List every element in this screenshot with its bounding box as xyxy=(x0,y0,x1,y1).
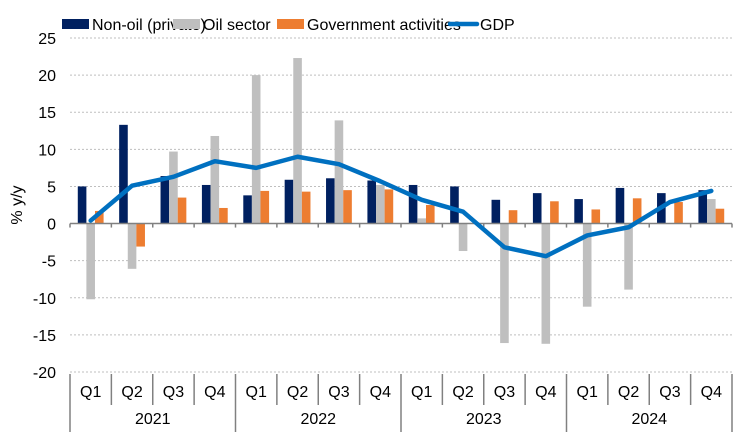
x-tick-label: Q4 xyxy=(204,384,225,401)
bar-oil-sector xyxy=(541,223,551,344)
bar-non-oil-private xyxy=(77,186,87,224)
x-axis xyxy=(69,222,733,228)
x-group-label: 2021 xyxy=(135,411,171,428)
bar-oil-sector xyxy=(500,223,509,344)
bar-non-oil-private xyxy=(326,178,335,224)
legend-label: Government activities xyxy=(307,17,461,34)
legend-swatch xyxy=(173,19,200,29)
x-tick-label: Q1 xyxy=(80,384,101,401)
y-tick-label: 10 xyxy=(38,142,56,159)
bar-government-activities xyxy=(343,190,352,224)
bar-oil-sector xyxy=(376,184,385,224)
bar-non-oil-private xyxy=(698,190,708,224)
bar-government-activities xyxy=(301,191,311,224)
bar-non-oil-private xyxy=(574,199,583,224)
bar-oil-sector xyxy=(127,223,137,269)
gdp-line xyxy=(88,154,714,259)
bar-government-activities xyxy=(508,210,518,224)
bar-oil-sector xyxy=(624,223,633,290)
bar-government-activities xyxy=(177,197,187,224)
y-tick-label: 5 xyxy=(47,179,56,196)
bar-non-oil-private xyxy=(615,187,625,224)
x-tick-label: Q3 xyxy=(494,384,515,401)
bar-government-activities xyxy=(550,201,559,224)
x-tick-label: Q1 xyxy=(246,384,267,401)
y-tick-label: -5 xyxy=(42,254,56,271)
x-tick-label: Q2 xyxy=(287,384,308,401)
x-tick-label: Q3 xyxy=(328,384,349,401)
bar-non-oil-private xyxy=(119,124,128,224)
x-group-label: 2023 xyxy=(466,411,502,428)
x-group-label: 2024 xyxy=(631,411,667,428)
bar-non-oil-private xyxy=(532,193,542,224)
y-tick-label: 15 xyxy=(38,105,56,122)
bar-government-activities xyxy=(260,190,270,224)
bar-oil-sector xyxy=(334,120,344,224)
x-tick-label: Q2 xyxy=(452,384,473,401)
y-tick-label: 20 xyxy=(38,68,56,85)
bar-oil-sector xyxy=(251,75,261,224)
bar-government-activities xyxy=(384,189,394,224)
bar-oil-sector xyxy=(582,223,592,307)
x-tick-label: Q1 xyxy=(411,384,432,401)
bar-oil-sector xyxy=(293,58,302,224)
x-tick-label: Q2 xyxy=(121,384,142,401)
bar-non-oil-private xyxy=(243,195,252,224)
y-tick-label: -10 xyxy=(33,291,56,308)
bar-non-oil-private xyxy=(408,184,418,224)
legend-label: Oil sector xyxy=(203,17,271,34)
bars xyxy=(77,58,725,344)
bar-government-activities xyxy=(219,207,228,224)
gdp-line-series xyxy=(88,154,714,259)
x-group-label: 2022 xyxy=(300,411,336,428)
x-axis-labels: Q1 Q2 Q3 Q4 Q1 Q2 Q3 Q4 Q1 Q2 Q3 Q4 Q1 Q2 Q3 Q4 2021 2022… xyxy=(69,374,733,432)
x-tick-label: Q4 xyxy=(370,384,391,401)
bar-oil-sector xyxy=(458,223,468,252)
legend-item: GDP xyxy=(447,17,515,34)
bar-non-oil-private xyxy=(450,186,459,224)
legend-item: Government activities xyxy=(277,17,461,34)
bar-government-activities xyxy=(425,205,435,224)
x-tick-label: Q3 xyxy=(163,384,184,401)
x-tick-label: Q4 xyxy=(535,384,556,401)
bar-non-oil-private xyxy=(201,184,211,224)
bar-non-oil-private xyxy=(160,176,170,224)
y-tick-label: -20 xyxy=(33,365,56,382)
legend: Non-oil (private)Oil sector Government ac… xyxy=(62,17,515,34)
bar-government-activities xyxy=(136,223,145,247)
x-tick-label: Q4 xyxy=(701,384,722,401)
bar-government-activities xyxy=(632,198,642,224)
bar-government-activities xyxy=(94,210,104,224)
x-tick-label: Q1 xyxy=(577,384,598,401)
y-tick-label: 25 xyxy=(38,31,56,48)
bar-oil-sector xyxy=(417,218,426,224)
x-tick-label: Q3 xyxy=(659,384,680,401)
legend-item: Oil sector xyxy=(173,17,271,34)
bar-government-activities xyxy=(591,209,601,224)
x-tick-label: Q2 xyxy=(618,384,639,401)
y-axis-label: % y/y xyxy=(9,185,26,224)
bar-non-oil-private xyxy=(367,180,377,224)
legend-label: GDP xyxy=(480,17,515,34)
y-tick-label: -15 xyxy=(33,328,56,345)
bar-oil-sector xyxy=(86,223,95,300)
y-tick-label: 0 xyxy=(47,217,56,234)
legend-swatch xyxy=(62,19,89,29)
bar-non-oil-private xyxy=(491,199,501,224)
bar-oil-sector xyxy=(169,151,178,224)
bar-oil-sector xyxy=(210,135,220,224)
y-axis-ticks: 25 20 15 10 5 0 -5 -10 -15 -20 xyxy=(33,31,56,382)
bar-oil-sector xyxy=(707,199,716,224)
bar-government-activities xyxy=(674,202,683,224)
bar-non-oil-private xyxy=(284,179,294,224)
legend-swatch xyxy=(277,19,304,29)
bar-government-activities xyxy=(715,208,725,224)
